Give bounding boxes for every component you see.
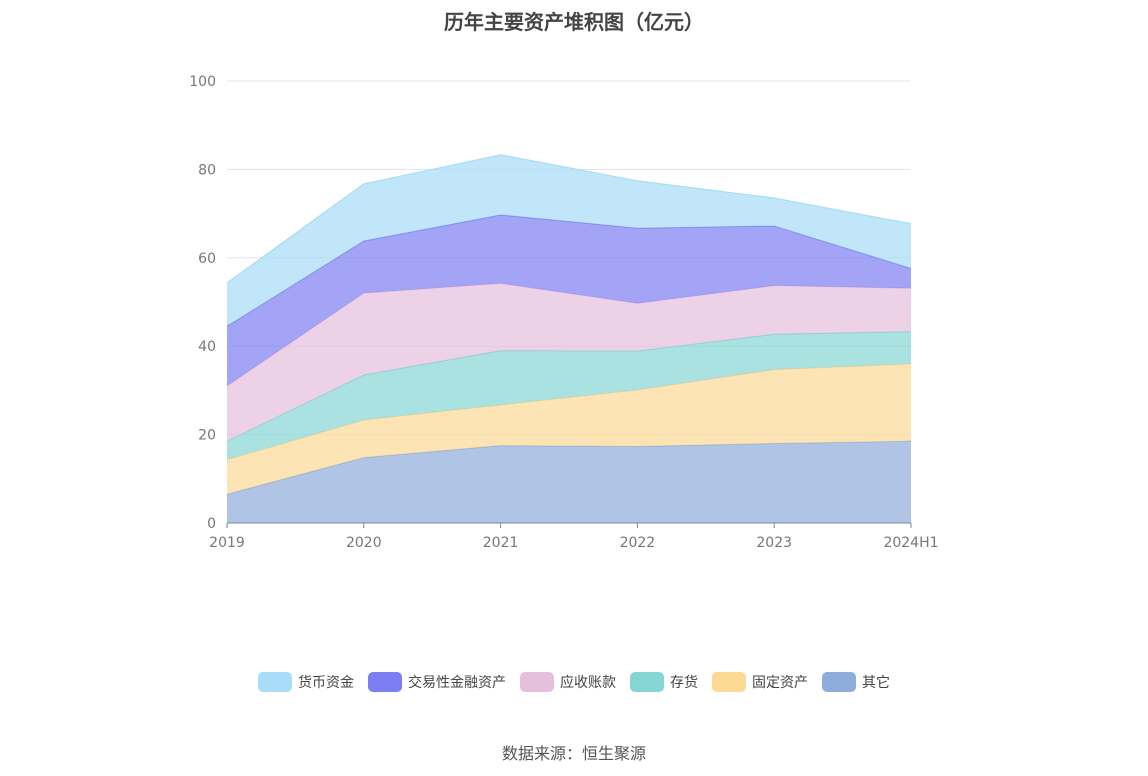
legend-swatch-2 (520, 672, 554, 692)
area-series-0 (227, 441, 911, 523)
area-edge-series-5 (226, 154, 912, 284)
legend-item-2[interactable]: 应收账款 (520, 672, 616, 692)
legend-swatch-3 (630, 672, 664, 692)
legend-swatch-5 (822, 672, 856, 692)
area-edge-series-2 (226, 331, 912, 442)
x-tick-label-4: 2023 (756, 535, 792, 551)
legend-label-0: 货币资金 (298, 675, 354, 691)
legend-item-4[interactable]: 固定资产 (712, 672, 808, 692)
chart-title: 历年主要资产堆积图（亿元） (444, 10, 704, 34)
area-series-3 (227, 283, 911, 442)
legend-label-5: 其它 (862, 675, 890, 691)
y-tick-label-20: 20 (198, 428, 216, 444)
area-series-2 (227, 331, 911, 460)
x-tick-label-2: 2021 (483, 535, 519, 551)
x-tick-label-3: 2022 (620, 535, 656, 551)
legend: 货币资金 交易性金融资产 应收账款 存货 固定资产 其它 (0, 672, 1148, 692)
x-tick-label-1: 2020 (346, 535, 382, 551)
legend-item-5[interactable]: 其它 (822, 672, 890, 692)
legend-label-2: 应收账款 (560, 675, 616, 691)
y-tick-label-40: 40 (198, 339, 216, 355)
legend-swatch-0 (258, 672, 292, 692)
legend-swatch-4 (712, 672, 746, 692)
stacked-area-chart: 0 20 40 60 80 100 2019 2020 2021 2022 2023 2024H1 (189, 74, 938, 551)
legend-item-1[interactable]: 交易性金融资产 (368, 672, 506, 692)
y-tick-label-0: 0 (207, 516, 216, 532)
area-series-1 (227, 363, 911, 495)
legend-item-0[interactable]: 货币资金 (258, 672, 354, 692)
area-edge-series-3 (226, 282, 912, 387)
area-series-4 (227, 214, 911, 386)
area-series-5 (227, 154, 911, 327)
legend-label-4: 固定资产 (752, 675, 808, 691)
y-tick-label-60: 60 (198, 251, 216, 267)
legend-item-3[interactable]: 存货 (630, 672, 698, 692)
legend-label-1: 交易性金融资产 (408, 675, 506, 691)
y-tick-label-80: 80 (198, 162, 216, 178)
data-source-note: 数据来源：恒生聚源 (501, 744, 646, 763)
x-tick-label-0: 2019 (209, 535, 245, 551)
legend-swatch-1 (368, 672, 402, 692)
x-tick-label-5: 2024H1 (883, 535, 938, 551)
legend-label-3: 存货 (670, 675, 698, 691)
y-tick-label-100: 100 (189, 74, 216, 90)
area-edge-series-4 (226, 214, 912, 327)
